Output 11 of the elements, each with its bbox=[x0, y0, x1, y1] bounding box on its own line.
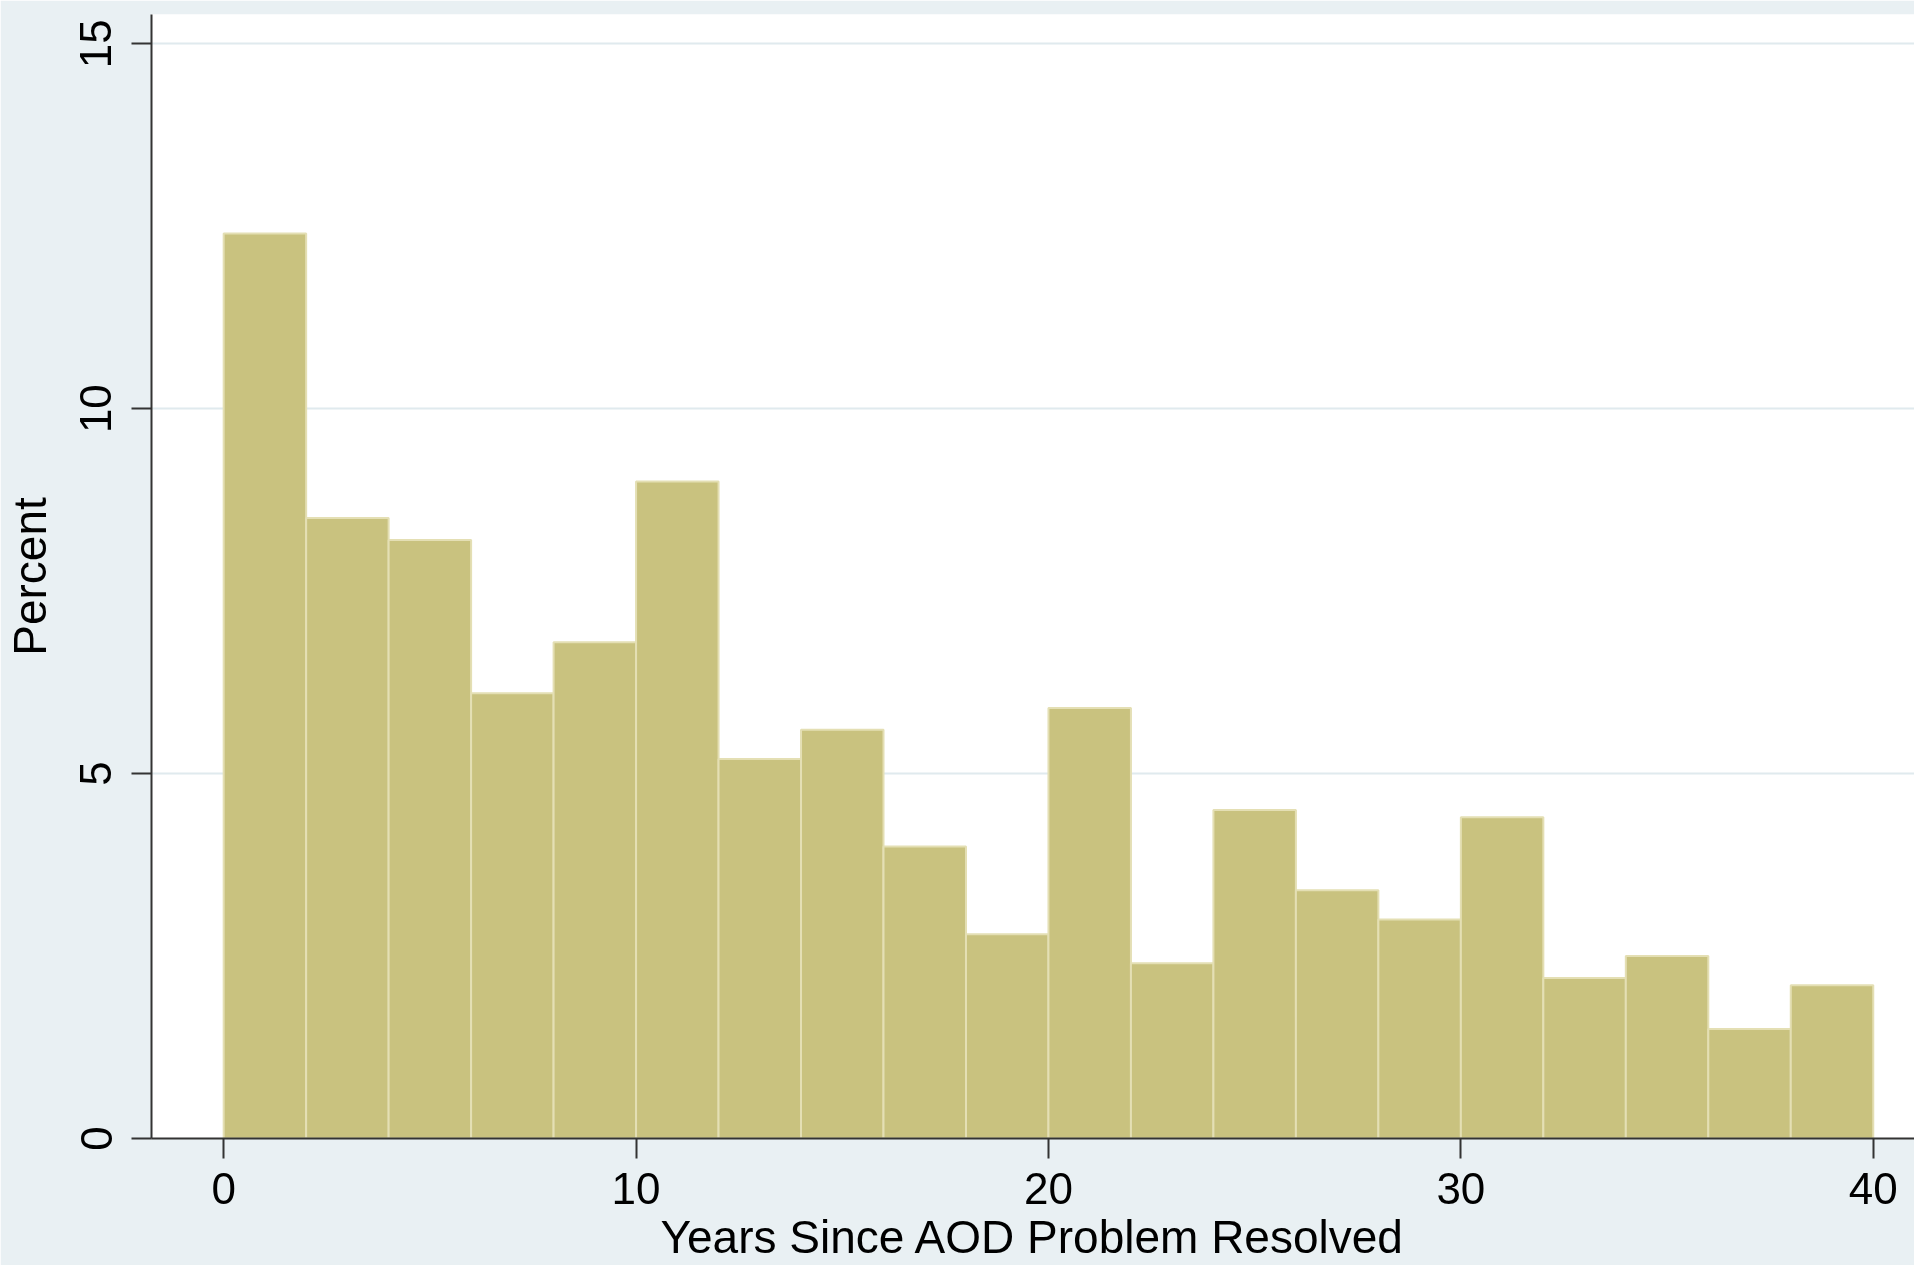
x-tick-label: 30 bbox=[1436, 1163, 1486, 1213]
y-axis-title: Percent bbox=[3, 497, 56, 656]
x-tick-label: 40 bbox=[1848, 1163, 1898, 1213]
x-axis-title: Years Since AOD Problem Resolved bbox=[660, 1210, 1403, 1263]
x-tick-label: 10 bbox=[611, 1163, 661, 1213]
x-tick-label: 20 bbox=[1023, 1163, 1073, 1213]
y-tick-label: 5 bbox=[71, 761, 121, 786]
y-tick-label: 10 bbox=[71, 384, 121, 434]
y-tick-label: 0 bbox=[71, 1126, 121, 1151]
y-tick-label: 15 bbox=[71, 19, 121, 69]
x-tick-label: 0 bbox=[211, 1163, 236, 1213]
